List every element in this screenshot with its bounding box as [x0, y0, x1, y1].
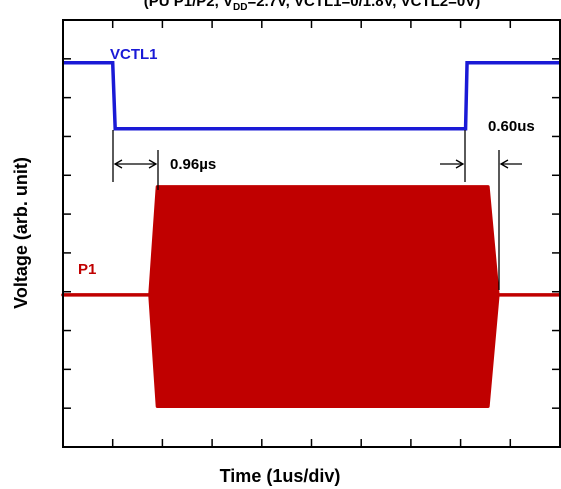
arrow-head: [455, 159, 465, 169]
arrow-head: [113, 159, 123, 169]
title-part: =2.7V, VCTL1=0/1.8V, VCTL2=0V): [247, 0, 480, 10]
legend-label: VCTL1: [110, 46, 158, 63]
title-part: (PU P1/P2, V: [144, 0, 233, 10]
x-axis-label: Time (1us/div): [220, 466, 341, 486]
annotation: 0.96µs: [170, 156, 216, 173]
annotation: 0.60us: [488, 118, 535, 135]
annotation-arrows: [112, 130, 522, 290]
title-subscript: DD: [233, 2, 247, 13]
chart-title: (PU P1/P2, VDD=2.7V, VCTL1=0/1.8V, VCTL2…: [144, 0, 480, 13]
arrow-head: [499, 159, 509, 169]
y-axis-label: Voltage (arb. unit): [11, 157, 31, 309]
plot-frame: [62, 19, 561, 448]
legend-label: P1: [78, 261, 96, 278]
arrow-head: [148, 159, 158, 169]
signal-envelope: [61, 185, 561, 408]
plot-area: VCTL1 P1: [61, 19, 561, 448]
line-series: [63, 60, 560, 131]
